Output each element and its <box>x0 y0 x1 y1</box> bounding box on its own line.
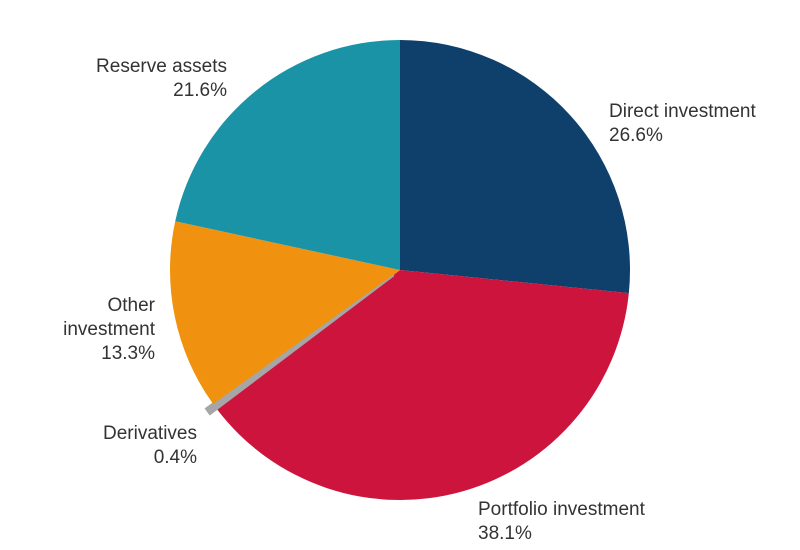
label-derivatives: Derivatives 0.4% <box>103 422 197 470</box>
slice-value: 26.6% <box>609 125 663 146</box>
pie-slice-other-investment <box>170 221 400 405</box>
slice-value: 38.1% <box>478 523 532 544</box>
slice-name: Reserve assets <box>96 56 227 77</box>
pie-slice-derivatives <box>204 273 395 416</box>
label-other-investment: Other investment 13.3% <box>63 294 155 366</box>
slice-value: 13.3% <box>101 343 155 364</box>
label-direct-investment: Direct investment 26.6% <box>609 100 756 148</box>
label-portfolio-investment: Portfolio investment 38.1% <box>478 498 645 546</box>
slice-value: 21.6% <box>173 80 227 101</box>
slice-name: Portfolio investment <box>478 499 645 520</box>
pie-slice-direct-investment <box>400 40 630 294</box>
slice-name: Derivatives <box>103 423 197 444</box>
slice-name: Direct investment <box>609 101 756 122</box>
slice-name: Other investment <box>63 295 155 340</box>
pie-slice-reserve-assets <box>175 39 400 271</box>
pie-slice-portfolio-investment <box>216 270 629 500</box>
slice-value: 0.4% <box>153 447 197 468</box>
label-reserve-assets: Reserve assets 21.6% <box>96 55 227 103</box>
